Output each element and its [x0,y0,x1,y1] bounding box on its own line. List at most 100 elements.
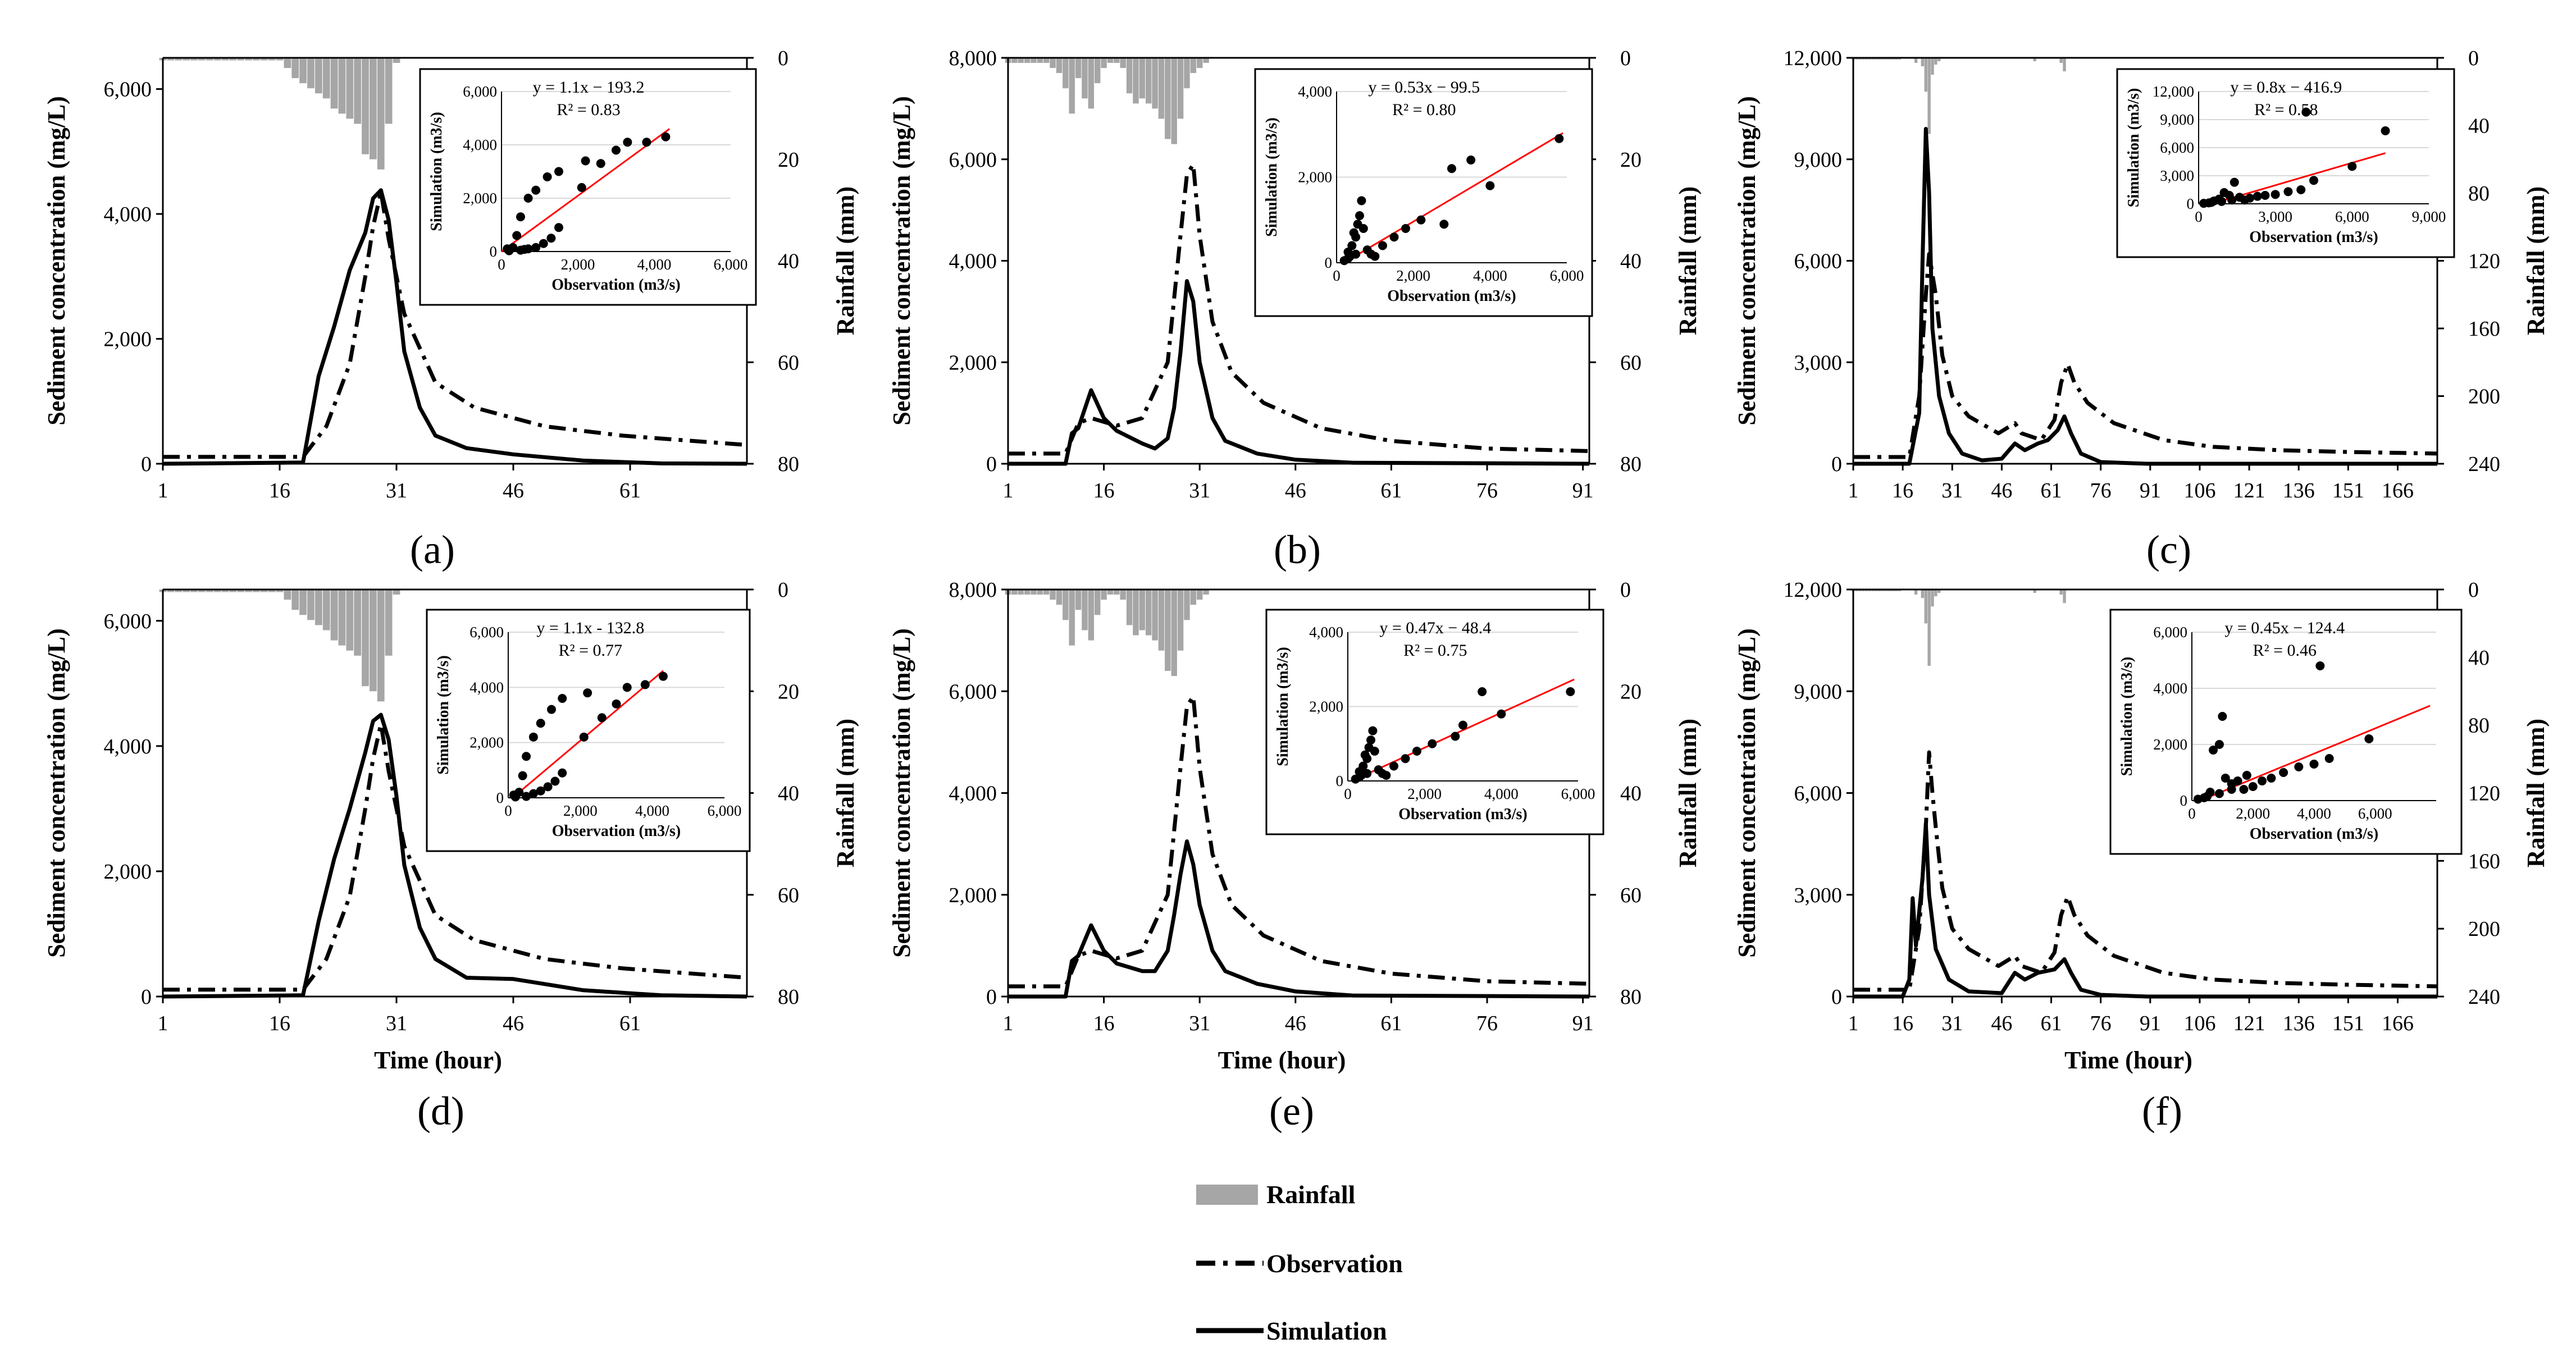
inset-point [1401,754,1410,764]
rainfall-bar [2033,58,2036,62]
x-tick-label: 151 [2332,479,2364,502]
inset-equation: y = 0.47x − 48.4 [1379,619,1491,637]
rainfall-bar [1043,589,1050,595]
inset-point [1382,771,1391,780]
x-tick-label: 76 [2090,479,2112,502]
rainfall-bar [213,589,221,592]
inset-point [2242,771,2251,780]
inset-point [2209,746,2218,755]
inset-y-axis-title: Simulation (m3/s) [435,655,452,774]
rainfall-bar [1881,589,1885,592]
rainfall-bar [1858,58,1862,60]
inset-r2: R² = 0.75 [1403,641,1467,660]
y-tick-label: 4,000 [949,250,997,273]
chart-panel-a: 0 2,000 4,000 6,000 0 20 40 60 80 1 16 31 46 61 Sedime… [43,47,859,502]
inset-y-tick-label: 4,000 [1298,83,1332,100]
inset-x-axis-title: Observation (m3/s) [1387,287,1516,305]
inset-point [1360,750,1370,760]
inset-y-axis-title: Simulation (m3/s) [2125,88,2142,207]
rainfall-bar [268,589,276,592]
y-axis-title: Sediment concentration (mg/L) [888,96,915,426]
rain-tick-label: 200 [2468,917,2500,941]
inset-scatter: 0 2,000 4,000 6,000 0 2,000 4,000 6,000 Observat… [426,609,751,852]
rainfall-bar [291,58,299,79]
y-axis-title: Sediment concentration (mg/L) [1733,96,1761,426]
inset-y-tick-label: 0 [490,243,498,260]
rain-tick-label: 0 [778,47,788,70]
inset-point [597,713,607,723]
inset-point [2227,195,2237,205]
rainfall-bar [2059,589,2063,595]
inset-point [539,239,548,248]
rainfall-bar [237,58,245,61]
inset-x-tick-label: 2,000 [1407,785,1442,802]
simulation-line [1853,127,2437,466]
inset-point [658,671,668,681]
rainfall-bar [2033,589,2036,593]
simulation-line [1853,821,2437,999]
inset-point [2364,734,2374,743]
rain-tick-label: 160 [2468,317,2500,341]
x-tick-label: 31 [1941,479,1963,502]
inset-y-tick-label: 2,000 [469,734,504,751]
inset-point [536,786,545,796]
x-axis-title: Time (hour) [374,1046,502,1074]
x-tick-label: 31 [386,1012,407,1035]
rainfall-bar [1871,589,1875,592]
rain-tick-label: 80 [2468,714,2490,738]
inset-point [547,705,556,714]
rainfall-bar [260,589,268,592]
x-tick-label: 31 [1941,1012,1963,1035]
inset-scatter: 0 2,000 4,000 6,000 0 2,000 4,000 6,000 Observat… [2109,609,2463,855]
rainfall-bar [1031,58,1037,63]
rainfall-bar [1931,589,1934,607]
rainfall-bar [1203,58,1209,63]
inset-point [550,776,560,786]
inset-point [1378,241,1387,250]
rainfall-bar [1878,58,1881,60]
x-tick-label: 91 [2140,1012,2161,1035]
rainfall-bar [1924,58,1927,92]
rain-tick-label: 80 [778,985,799,1009]
rain-tick-label: 60 [1620,884,1642,907]
rain-tick-label: 20 [778,148,799,172]
inset-scatter: 0 2,000 4,000 0 2,000 4,000 6,000 Observation (… [1254,68,1593,317]
inset-y-tick-label: 2,000 [1298,169,1332,186]
inset-point [543,782,553,792]
rainfall-bar [1891,589,1895,592]
rainfall-bar [1088,58,1095,109]
rain-tick-label: 20 [1620,680,1642,703]
inset-point [516,212,525,222]
inset-point [2230,177,2239,187]
x-tick-label: 61 [1380,479,1402,502]
rainfall-bar [1937,58,1941,62]
rainfall-bar [190,58,198,61]
simulation-line [162,188,747,466]
y-tick-label: 6,000 [104,78,152,102]
inset-point [536,719,545,728]
inset-y-tick-label: 4,000 [463,136,497,153]
y-tick-label: 6,000 [1794,250,1843,273]
rainfall-bar [370,589,377,692]
rain-tick-label: 40 [778,782,799,806]
inset-point [1428,739,1437,748]
x-tick-label: 91 [1572,479,1594,502]
x-tick-label: 1 [1848,479,1859,502]
rainfall-bar [1881,58,1885,60]
rainfall-bar [175,589,183,592]
x-tick-label: 16 [1093,479,1115,502]
rainfall-bar [1139,58,1146,99]
x-tick-label: 106 [2183,1012,2215,1035]
x-tick-label: 46 [503,479,524,502]
rainfall-bar [314,58,322,94]
rain-tick-label: 40 [1620,782,1642,806]
rainfall-bar [1934,589,1937,597]
rain-tick-label: 0 [778,578,788,602]
inset-fit-line [1351,678,1575,782]
rain-tick-label: 60 [778,884,799,907]
x-tick-label: 91 [1572,1012,1594,1035]
rainfall-bar [1145,58,1152,104]
y-tick-label: 12,000 [1784,578,1843,602]
rainfall-bar [253,58,260,61]
rainfall-bar [1120,58,1126,68]
